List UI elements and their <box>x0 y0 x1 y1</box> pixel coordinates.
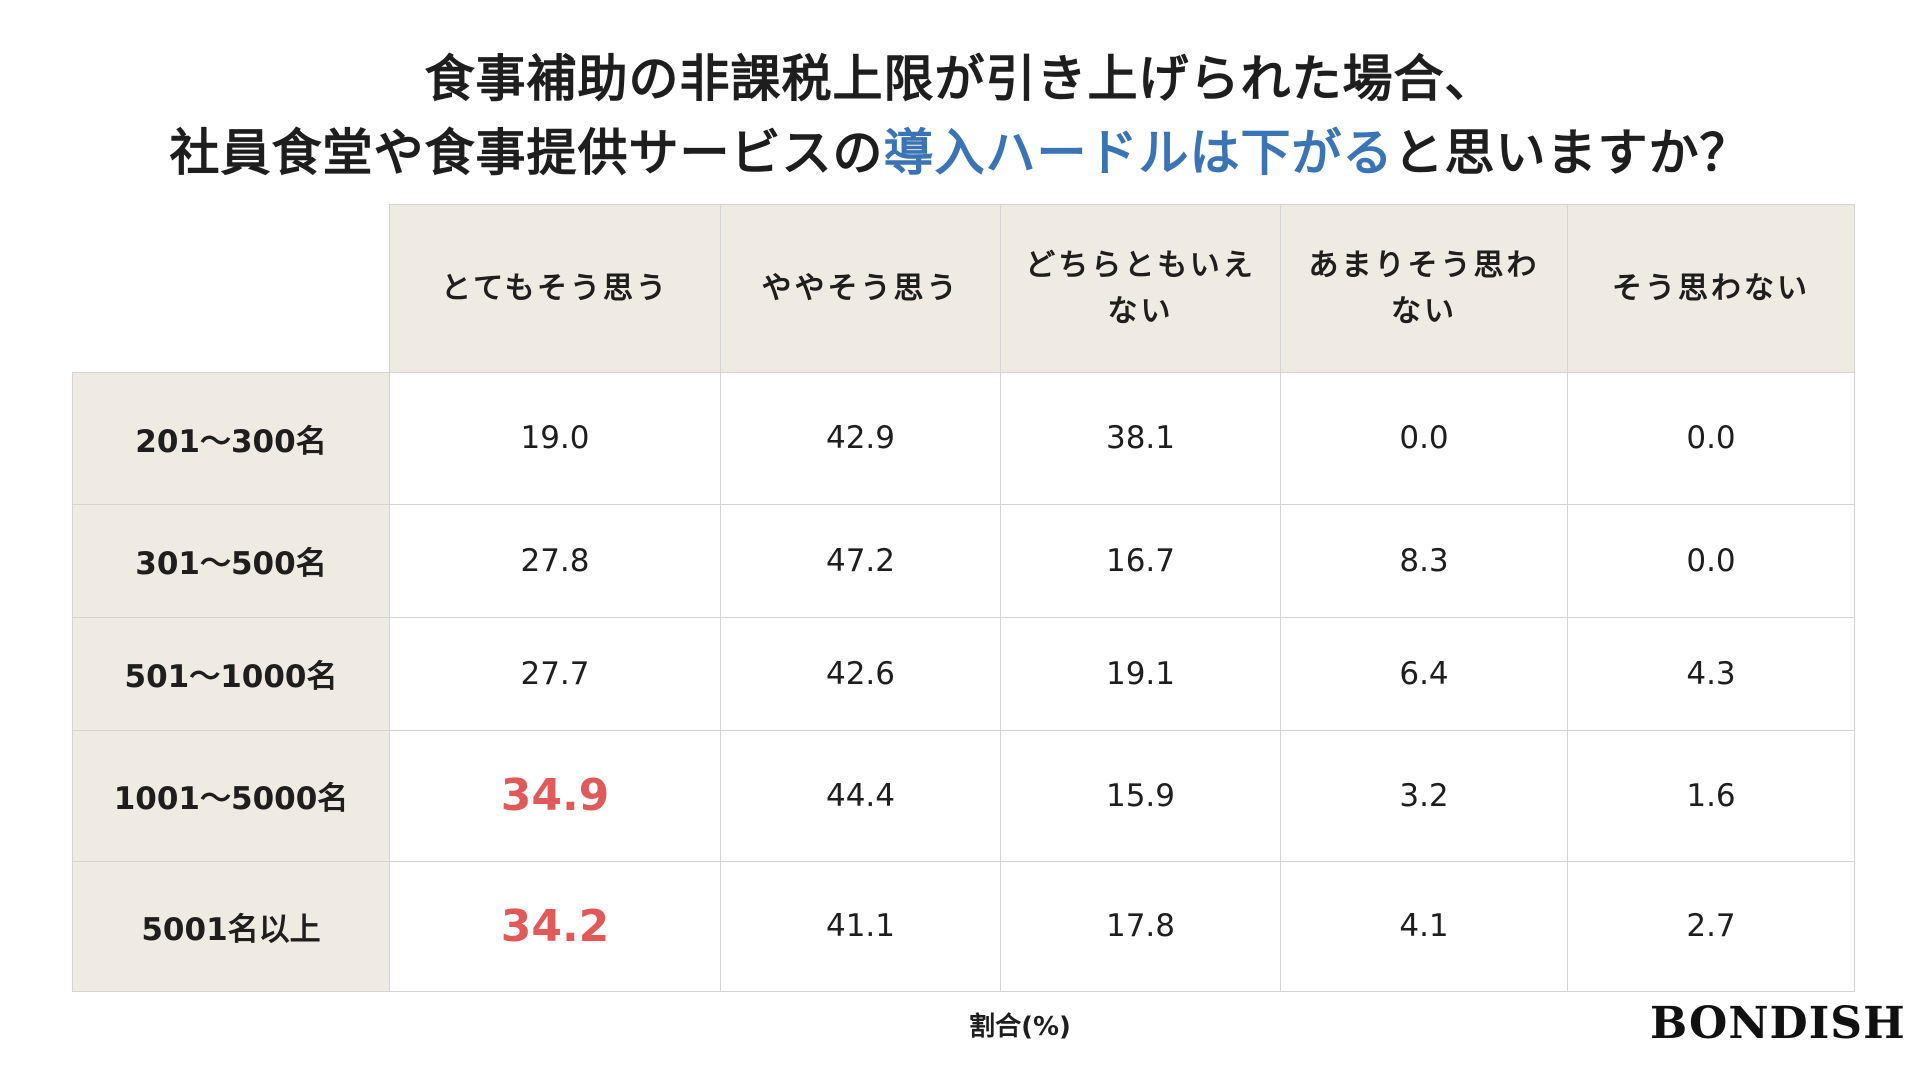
title-line-2-post: と思いますか？ <box>1393 124 1751 182</box>
value-cell: 41.1 <box>720 860 1001 993</box>
table-row: 1001〜5000名 34.9 44.4 15.9 3.2 1.6 <box>72 730 1855 862</box>
highlighted-value-cell: 34.2 <box>389 860 721 993</box>
value-cell: 0.0 <box>1280 372 1568 505</box>
title-line-2-pre: 社員食堂や食事提供サービスの <box>169 124 884 182</box>
value-cell: 38.1 <box>1000 372 1281 505</box>
value-cell: 4.1 <box>1280 860 1568 993</box>
column-header: とてもそう思う <box>389 204 721 373</box>
row-label: 5001名以上 <box>72 860 390 993</box>
row-label: 1001〜5000名 <box>72 730 390 862</box>
value-cell: 47.2 <box>720 503 1001 618</box>
table-row: 501〜1000名 27.7 42.6 19.1 6.4 4.3 <box>72 616 1855 732</box>
column-header: ややそう思う <box>720 204 1001 373</box>
value-cell: 27.7 <box>389 616 721 732</box>
table-body: 201〜300名 19.0 42.9 38.1 0.0 0.0 301〜500名 27.8 47… <box>72 372 1855 993</box>
value-cell: 4.3 <box>1567 616 1855 732</box>
value-text: 0.0 <box>1399 420 1449 457</box>
title-line-2-highlight: 導入ハードルは下がる <box>883 124 1394 182</box>
highlighted-value-number: 34.9 <box>500 770 610 822</box>
value-cell: 2.7 <box>1567 860 1855 993</box>
value-text: 15.9 <box>1105 777 1176 814</box>
value-cell: 3.2 <box>1280 730 1568 862</box>
highlighted-value-cell: 34.9 <box>389 730 721 862</box>
value-cell: 44.4 <box>720 730 1001 862</box>
data-table: とてもそう思う ややそう思う どちらともいえない あまりそう思わない そう思わない 20… <box>72 204 1855 993</box>
value-cell: 0.0 <box>1567 503 1855 618</box>
value-text: 8.3 <box>1399 542 1449 579</box>
table-row: 201〜300名 19.0 42.9 38.1 0.0 0.0 <box>72 372 1855 505</box>
value-text: 0.0 <box>1686 420 1736 457</box>
table-row: 5001名以上 34.2 41.1 17.8 4.1 2.7 <box>72 860 1855 993</box>
value-text: 38.1 <box>1105 420 1176 457</box>
value-text: 41.1 <box>825 908 896 945</box>
value-text: 0.0 <box>1686 542 1736 579</box>
value-cell: 6.4 <box>1280 616 1568 732</box>
value-text: 1.6 <box>1686 777 1736 814</box>
value-text: 3.2 <box>1399 777 1449 814</box>
data-table-container: とてもそう思う ややそう思う どちらともいえない あまりそう思わない そう思わない 20… <box>72 204 1855 993</box>
value-text: 6.4 <box>1399 655 1449 692</box>
brand-logo: BONDISH <box>1650 998 1906 1049</box>
value-text: 2.7 <box>1686 908 1736 945</box>
value-text: 42.9 <box>825 420 896 457</box>
row-label: 501〜1000名 <box>72 616 390 732</box>
value-text: 42.6 <box>825 655 896 692</box>
value-text: 27.7 <box>520 655 590 692</box>
column-header: どちらともいえない <box>1000 204 1281 373</box>
unit-label: 割合(%) <box>969 1012 1071 1042</box>
value-cell: 42.9 <box>720 372 1001 505</box>
value-cell: 19.0 <box>389 372 721 505</box>
column-header: あまりそう思わない <box>1280 204 1568 373</box>
row-label: 201〜300名 <box>72 372 390 505</box>
value-text: 44.4 <box>825 777 896 814</box>
value-cell: 16.7 <box>1000 503 1281 618</box>
table-corner-cell <box>72 204 390 373</box>
value-cell: 17.8 <box>1000 860 1281 993</box>
value-cell: 0.0 <box>1567 372 1855 505</box>
title-line-2: 社員食堂や食事提供サービスの導入ハードルは下がると思いますか？ <box>0 116 1920 190</box>
value-cell: 19.1 <box>1000 616 1281 732</box>
value-cell: 27.8 <box>389 503 721 618</box>
row-label: 301〜500名 <box>72 503 390 618</box>
value-text: 47.2 <box>825 542 896 579</box>
chart-title: 食事補助の非課税上限が引き上げられた場合、 社員食堂や食事提供サービスの導入ハー… <box>0 42 1920 190</box>
title-line-1: 食事補助の非課税上限が引き上げられた場合、 <box>424 50 1496 108</box>
value-text: 16.7 <box>1105 542 1176 579</box>
value-text: 27.8 <box>520 542 590 579</box>
table-row: 301〜500名 27.8 47.2 16.7 8.3 0.0 <box>72 503 1855 618</box>
value-cell: 1.6 <box>1567 730 1855 862</box>
highlighted-value: 34.2 <box>501 901 610 952</box>
value-text: 4.1 <box>1399 908 1449 945</box>
value-cell: 15.9 <box>1000 730 1281 862</box>
value-text: 19.1 <box>1105 655 1176 692</box>
table-header-row: とてもそう思う ややそう思う どちらともいえない あまりそう思わない そう思わない <box>72 204 1855 373</box>
value-cell: 8.3 <box>1280 503 1568 618</box>
highlighted-value: 34.9 <box>501 770 610 821</box>
highlighted-value-number: 34.2 <box>500 900 610 952</box>
value-text: 17.8 <box>1105 908 1176 945</box>
column-header: そう思わない <box>1567 204 1855 373</box>
value-text: 19.0 <box>520 420 590 457</box>
value-cell: 42.6 <box>720 616 1001 732</box>
value-text: 4.3 <box>1686 655 1736 692</box>
